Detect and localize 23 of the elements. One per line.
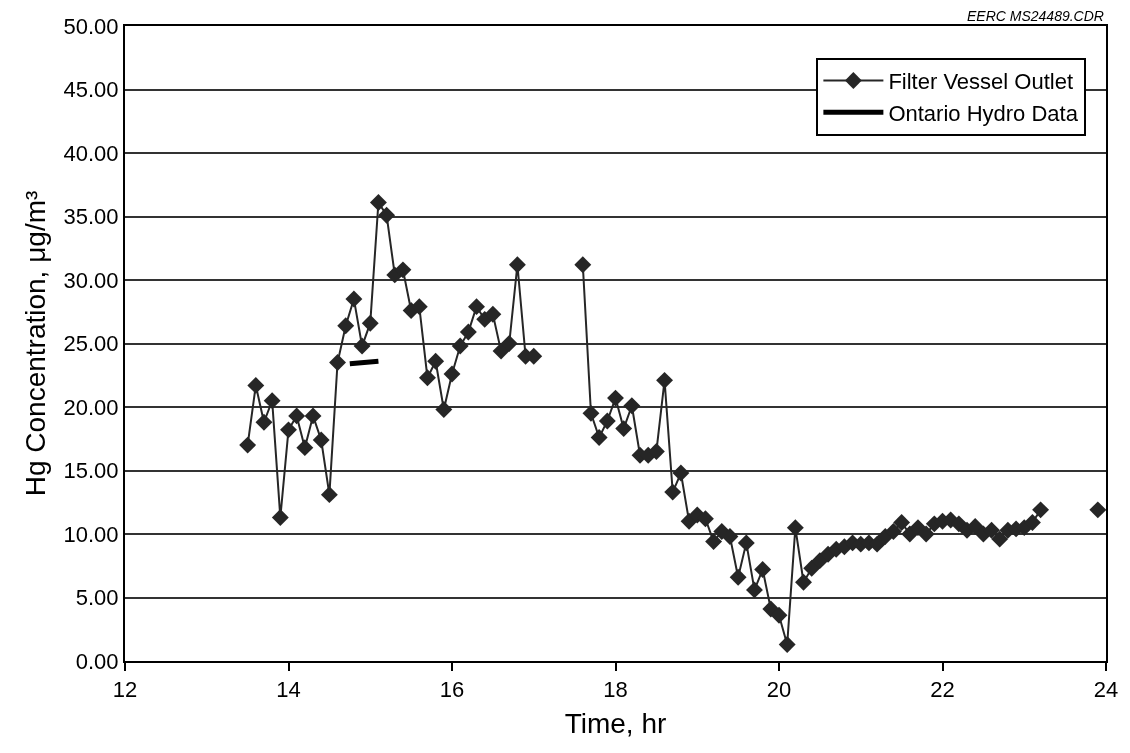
y-tick-label: 5.00 xyxy=(75,585,119,611)
y-tick-label: 20.00 xyxy=(63,394,119,420)
x-tick-label: 16 xyxy=(439,677,465,703)
legend-label: Ontario Hydro Data xyxy=(888,100,1079,126)
x-tick-label: 24 xyxy=(1093,677,1119,703)
x-tick-label: 20 xyxy=(766,677,792,703)
x-axis-title: Time, hr xyxy=(564,708,667,739)
y-tick-label: 25.00 xyxy=(63,331,119,357)
y-tick-label: 50.00 xyxy=(63,13,119,39)
y-tick-label: 10.00 xyxy=(63,521,119,547)
text: EERC MS24489.CDR xyxy=(967,8,1104,24)
legend-label: Filter Vessel Outlet xyxy=(888,69,1074,95)
y-tick-label: 45.00 xyxy=(63,77,119,103)
y-tick-label: 15.00 xyxy=(63,458,119,484)
x-tick-label: 12 xyxy=(112,677,138,703)
y-tick-label: 35.00 xyxy=(63,204,119,230)
y-tick-label: 0.00 xyxy=(75,648,119,674)
x-tick-label: 14 xyxy=(276,677,301,703)
x-tick-label: 22 xyxy=(930,677,955,703)
y-tick-label: 40.00 xyxy=(63,140,119,166)
x-tick-label: 18 xyxy=(603,677,628,703)
y-tick-label: 30.00 xyxy=(63,267,119,293)
y-axis-title: Hg Concentration, μg/m³ xyxy=(19,190,51,497)
